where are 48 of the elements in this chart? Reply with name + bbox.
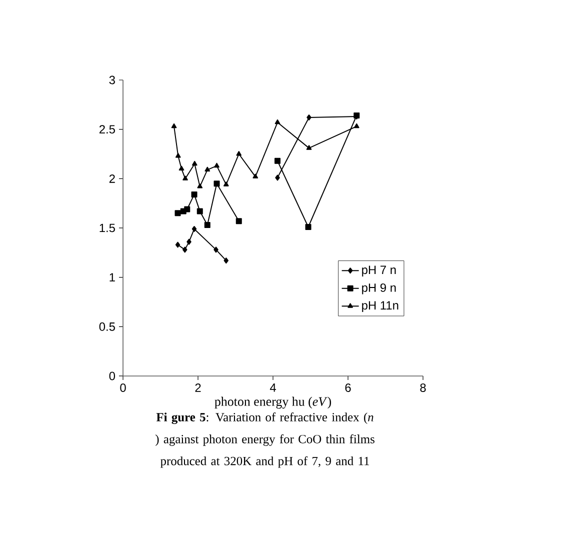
point — [175, 242, 180, 248]
legend-label: pH 7 n — [362, 266, 396, 276]
point — [197, 184, 203, 188]
point — [191, 191, 198, 198]
y-tick-label: 1.5 — [100, 224, 115, 232]
point — [192, 226, 197, 232]
point — [192, 160, 198, 166]
x-tick-label: 4 — [270, 384, 276, 392]
y-tick-label: 2 — [109, 174, 115, 183]
y-tick-label: 0 — [109, 372, 116, 380]
x-tick-label: 0 — [120, 384, 126, 392]
point — [274, 158, 281, 164]
point — [204, 222, 210, 228]
point — [196, 208, 203, 214]
point — [236, 218, 242, 224]
point — [305, 224, 312, 230]
y-tick-label: 3 — [109, 76, 115, 84]
point — [175, 152, 181, 158]
point — [275, 174, 280, 181]
point — [171, 123, 177, 128]
y-tick-label: 0.5 — [99, 322, 115, 331]
x-tick-label: 2 — [195, 384, 201, 392]
point — [214, 162, 220, 168]
point — [174, 210, 181, 216]
point — [204, 166, 210, 172]
point — [236, 150, 242, 156]
text: Fi gure 5: Variation of refractive index (n ) against photon energy for CoO thin films produced at 320K and pH of 7, 9 and 11 — [156, 412, 374, 468]
legend-label: pH 11n — [362, 301, 398, 312]
point — [252, 174, 258, 178]
point — [274, 119, 280, 124]
point — [214, 246, 218, 253]
x-axis-title: photon energy hu (eV) — [214, 396, 332, 409]
x-tick-label: 6 — [345, 384, 351, 392]
point — [182, 176, 188, 180]
point — [184, 206, 190, 212]
legend-label: pH 9 n — [362, 283, 396, 294]
point — [223, 182, 229, 186]
y-tick-label: 1 — [110, 273, 115, 282]
point — [182, 246, 188, 253]
x-tick-label: 8 — [420, 384, 426, 392]
point — [186, 238, 192, 245]
y-tick-label: 2.5 — [99, 125, 115, 134]
point — [306, 145, 312, 150]
point — [224, 258, 229, 264]
point — [214, 180, 220, 187]
point — [178, 166, 184, 171]
point — [306, 114, 312, 120]
point — [354, 123, 360, 128]
